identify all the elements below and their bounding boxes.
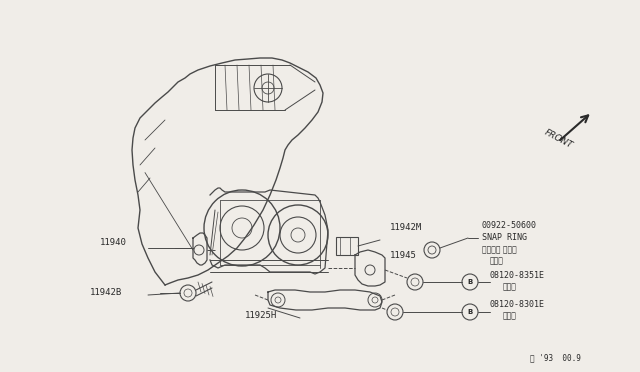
Text: B: B — [467, 279, 472, 285]
Text: （１）: （１） — [490, 256, 504, 265]
Bar — [336, 237, 358, 255]
Text: 11945: 11945 — [390, 251, 417, 260]
Text: 00922-50600: 00922-50600 — [482, 221, 537, 230]
Text: 08120-8351E: 08120-8351E — [490, 271, 545, 280]
Text: 11940: 11940 — [100, 238, 127, 247]
Text: 11942M: 11942M — [390, 223, 422, 232]
Text: スナップ リング: スナップ リング — [482, 245, 516, 254]
Text: 11925H: 11925H — [245, 311, 277, 320]
Text: SNAP RING: SNAP RING — [482, 233, 527, 242]
Text: 08120-8301E: 08120-8301E — [490, 300, 545, 309]
Text: FRONT: FRONT — [543, 128, 574, 150]
Text: （２）: （２） — [503, 311, 517, 320]
Text: （１）: （１） — [503, 282, 517, 291]
Text: 11942B: 11942B — [90, 288, 122, 297]
Text: B: B — [467, 309, 472, 315]
Text: ＊ '93  00.9: ＊ '93 00.9 — [530, 353, 581, 362]
